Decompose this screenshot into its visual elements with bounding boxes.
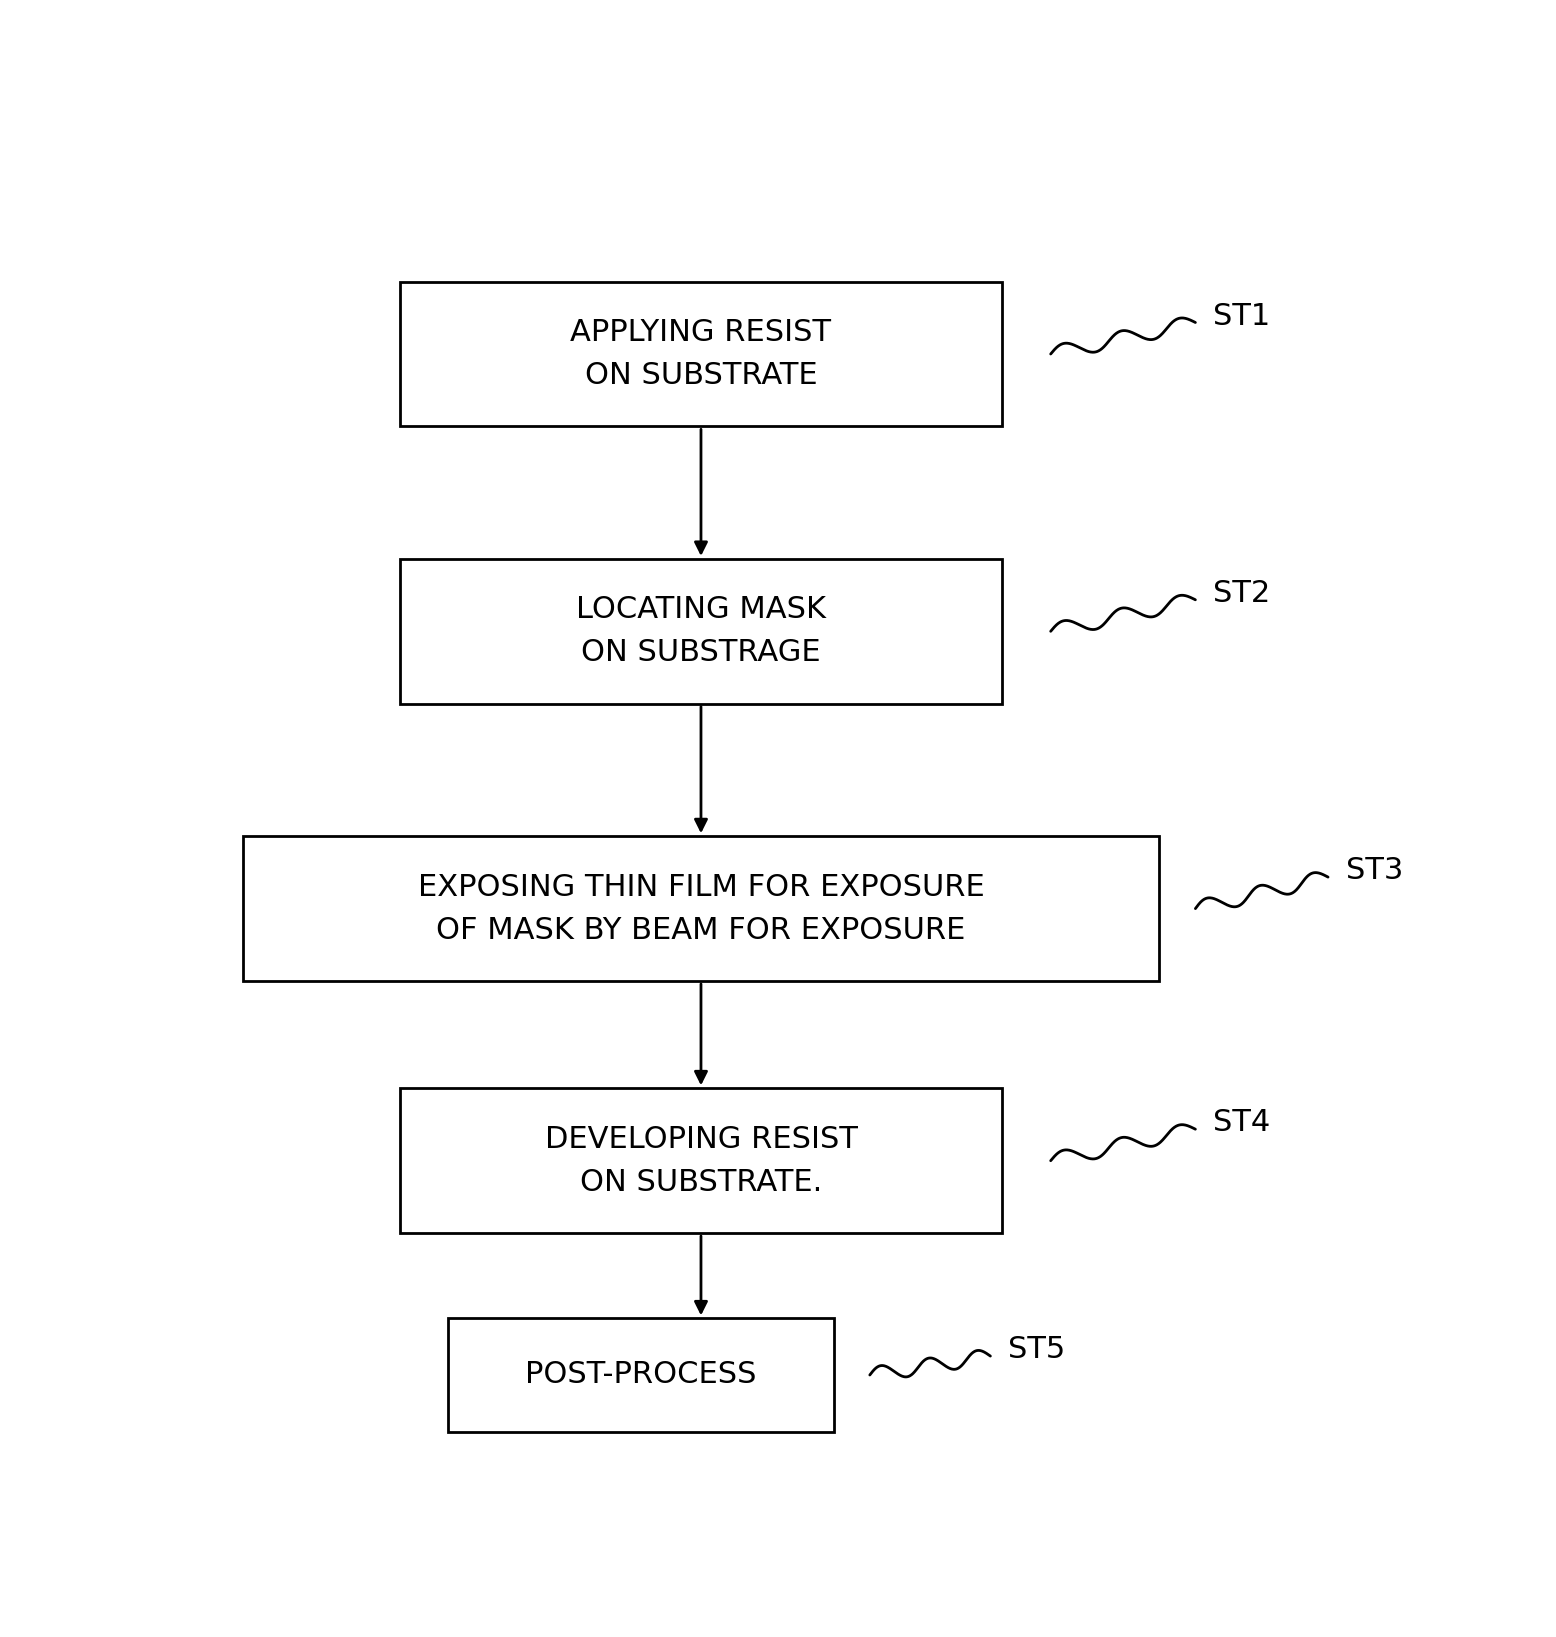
Text: APPLYING RESIST
ON SUBSTRATE: APPLYING RESIST ON SUBSTRATE	[571, 318, 831, 390]
FancyBboxPatch shape	[400, 282, 1002, 427]
Text: ST2: ST2	[1214, 579, 1271, 607]
Text: LOCATING MASK
ON SUBSTRAGE: LOCATING MASK ON SUBSTRAGE	[576, 596, 826, 668]
Text: ST3: ST3	[1346, 856, 1404, 886]
Text: ST5: ST5	[1008, 1336, 1066, 1364]
FancyBboxPatch shape	[448, 1318, 834, 1432]
Text: POST-PROCESS: POST-PROCESS	[524, 1360, 756, 1390]
FancyBboxPatch shape	[400, 1089, 1002, 1233]
Text: ST1: ST1	[1214, 301, 1271, 331]
Text: EXPOSING THIN FILM FOR EXPOSURE
OF MASK BY BEAM FOR EXPOSURE: EXPOSING THIN FILM FOR EXPOSURE OF MASK …	[417, 873, 985, 945]
Text: DEVELOPING RESIST
ON SUBSTRATE.: DEVELOPING RESIST ON SUBSTRATE.	[545, 1125, 857, 1197]
FancyBboxPatch shape	[243, 837, 1159, 981]
FancyBboxPatch shape	[400, 558, 1002, 704]
Text: ST4: ST4	[1214, 1108, 1271, 1138]
